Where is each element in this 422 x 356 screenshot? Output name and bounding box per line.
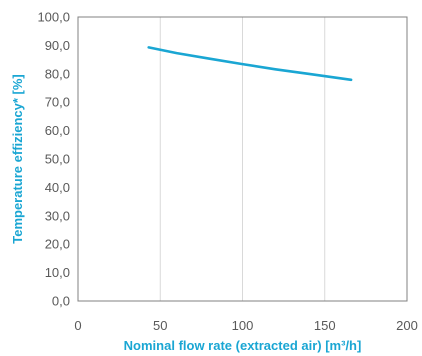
- y-tick-label: 0,0: [52, 294, 70, 309]
- series-layer: [147, 46, 353, 82]
- y-tick-label: 10,0: [45, 265, 70, 280]
- y-tick-label: 70,0: [45, 95, 70, 110]
- y-tick-labels: 0,0 10,0 20,0 30,0 40,0 50,0 60,0 70,0 80,0 90,0 1…: [37, 10, 70, 309]
- x-tick-labels: 0 50 100 150 200: [74, 318, 417, 333]
- y-tick-label: 20,0: [45, 237, 70, 252]
- y-tick-label: 30,0: [45, 208, 70, 223]
- x-tick-label: 50: [153, 318, 167, 333]
- x-tick-label: 150: [314, 318, 336, 333]
- x-tick-label: 0: [74, 318, 81, 333]
- series-line-0: [147, 46, 353, 82]
- plot-frame: [77, 16, 408, 302]
- x-tick-label: 100: [232, 318, 254, 333]
- y-tick-label: 40,0: [45, 180, 70, 195]
- y-tick-label: 80,0: [45, 66, 70, 81]
- y-tick-label: 100,0: [37, 10, 70, 25]
- y-tick-label: 90,0: [45, 38, 70, 53]
- y-tick-label: 60,0: [45, 123, 70, 138]
- x-axis-title: Nominal flow rate (extracted air) [m³/h]: [124, 338, 362, 353]
- y-axis-title: Temperature effiziency* [%]: [10, 74, 25, 244]
- y-tick-label: 50,0: [45, 152, 70, 167]
- x-tick-label: 200: [396, 318, 418, 333]
